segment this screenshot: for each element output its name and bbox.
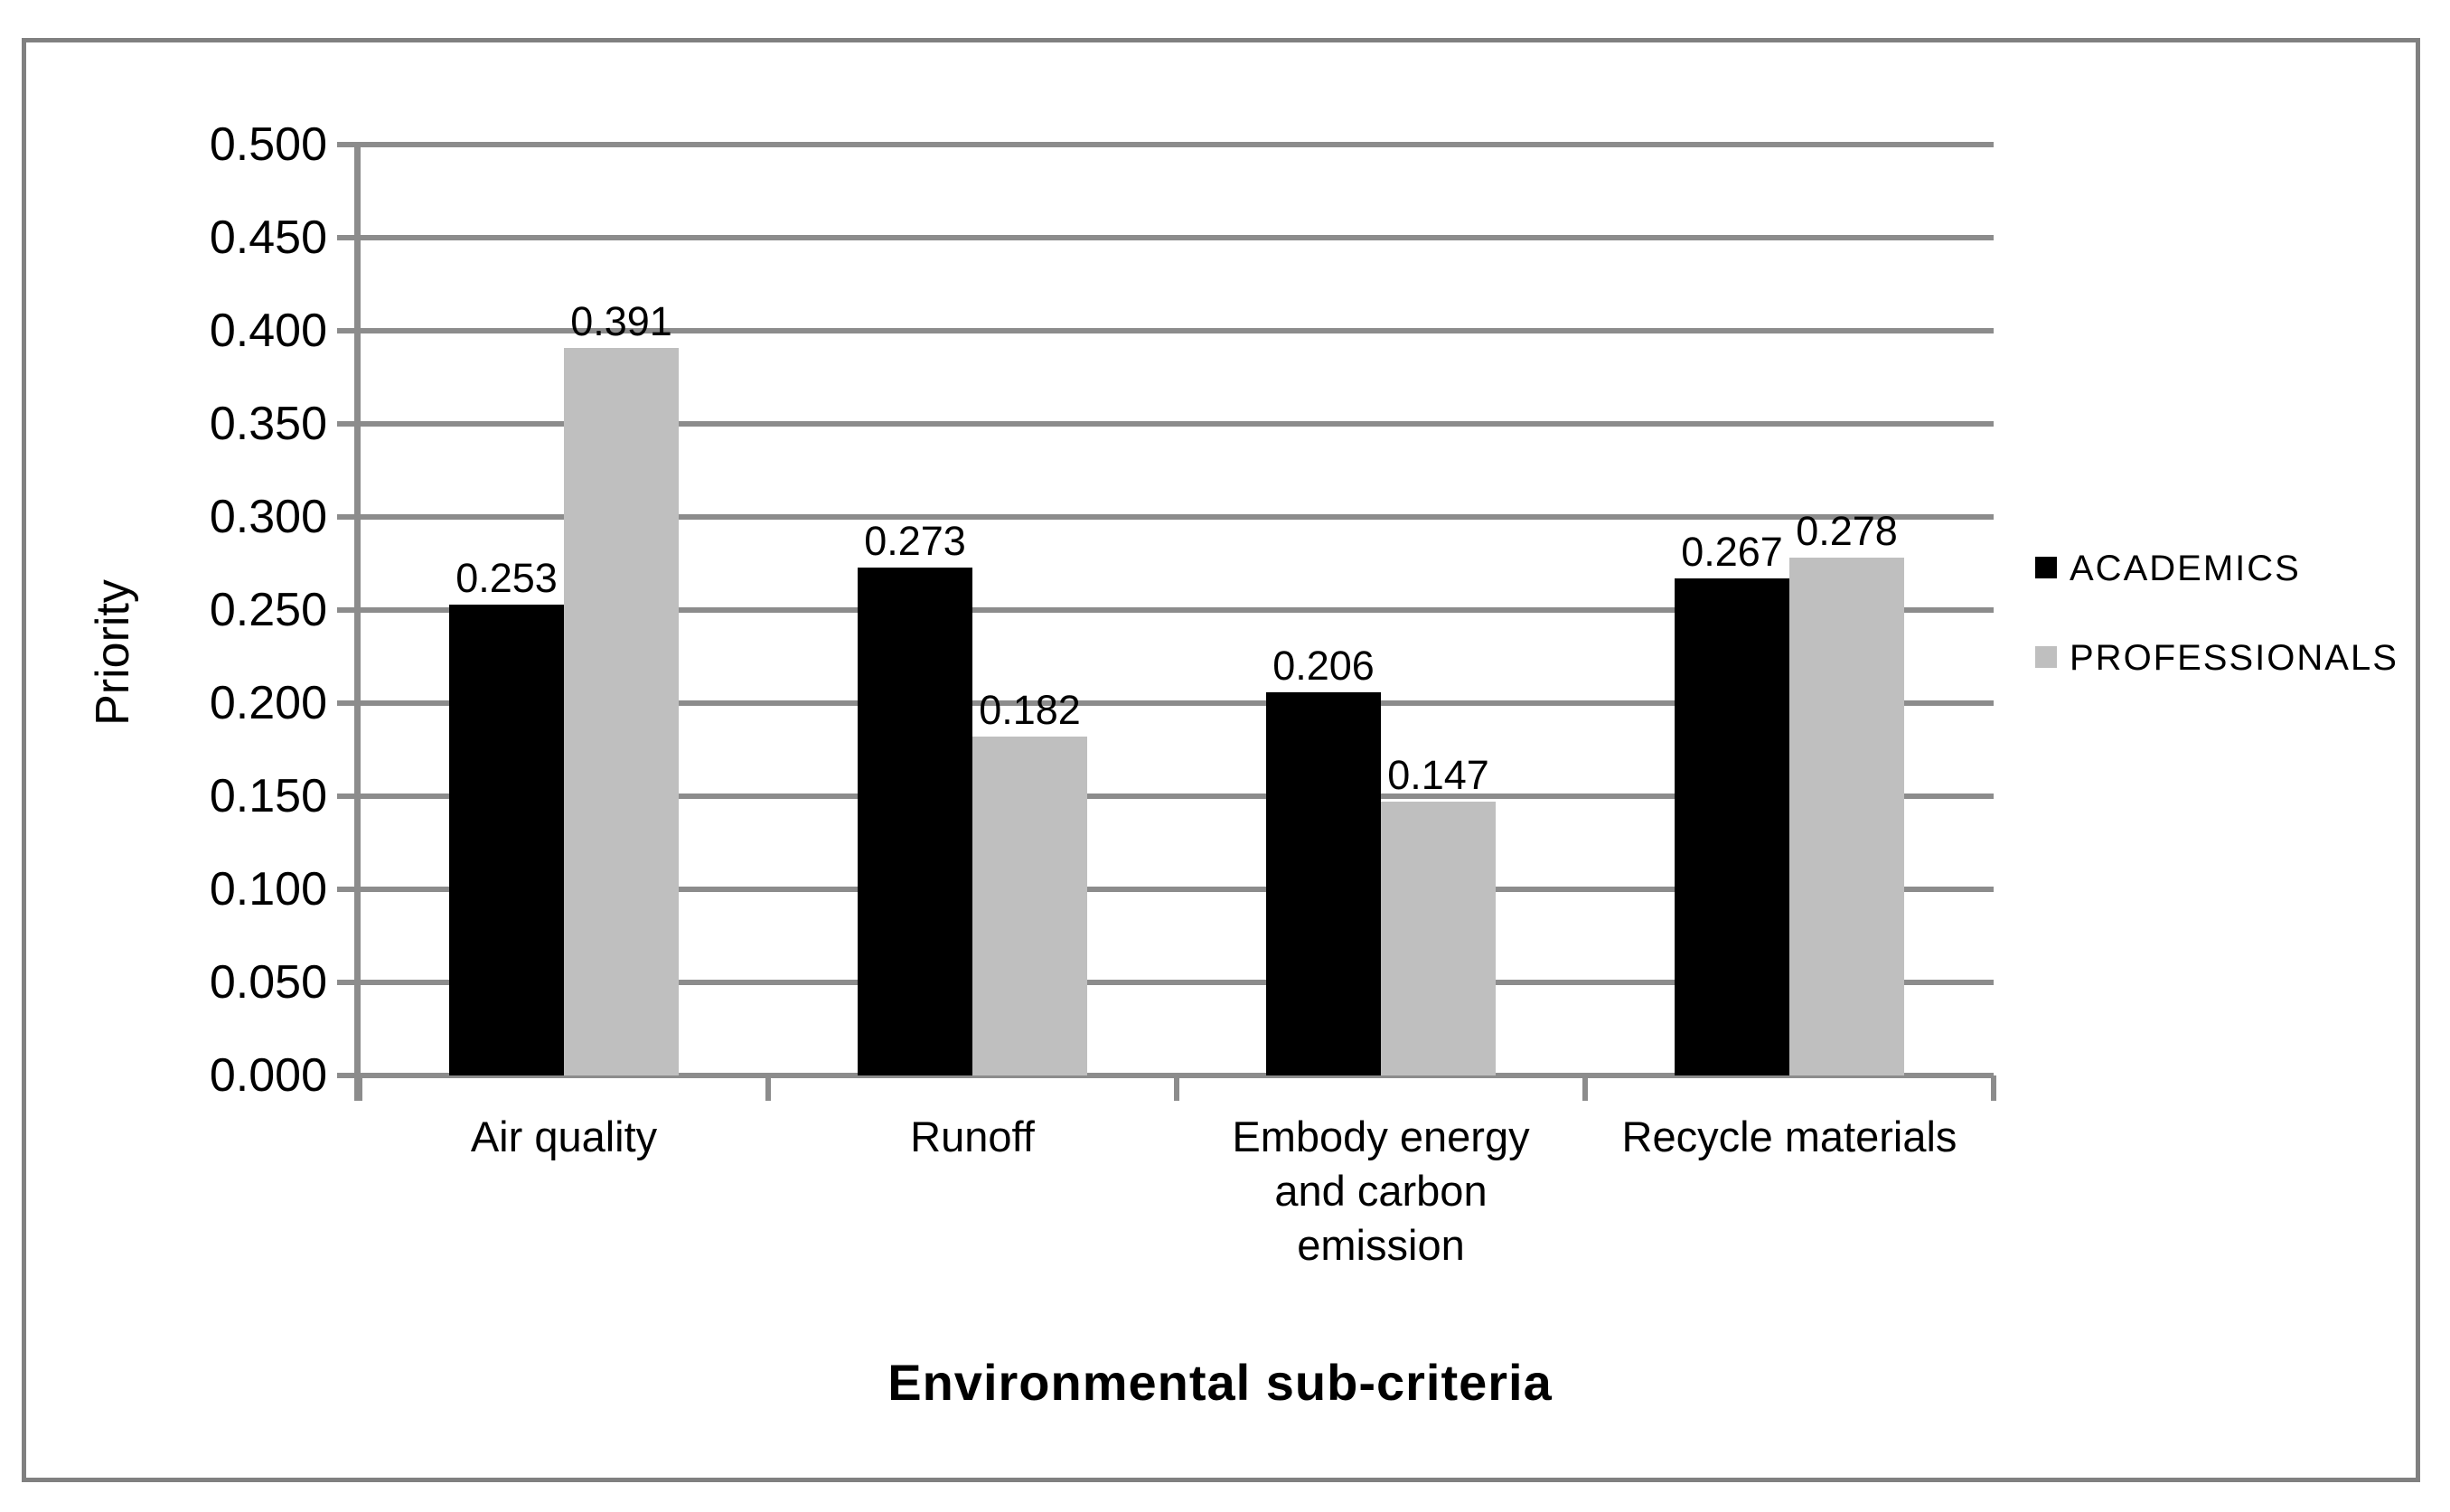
data-label-academics-runoff: 0.273 [864, 518, 966, 564]
gridline [354, 607, 1994, 613]
y-tick [337, 514, 357, 520]
category-label-runoff: Runoff [910, 1113, 1035, 1160]
legend-label-professionals: PROFESSIONALS [2070, 638, 2398, 678]
gridline [354, 421, 1994, 427]
y-axis-line [354, 142, 361, 1101]
data-label-professionals-embody-energy-and-carbon-emission: 0.147 [1387, 752, 1489, 798]
bar-academics-recycle-materials [1675, 578, 1789, 1075]
y-tick [337, 142, 357, 147]
y-axis-title: Priority [87, 579, 139, 726]
data-label-professionals-recycle-materials: 0.278 [1796, 508, 1898, 554]
y-tick-label: 0.000 [209, 1049, 327, 1102]
x-tick [1991, 1075, 1996, 1101]
x-tick [1582, 1075, 1588, 1101]
data-label-academics-air-quality: 0.253 [455, 555, 558, 601]
x-axis-title: Environmental sub-criteria [887, 1354, 1553, 1411]
y-tick-label: 0.450 [209, 211, 327, 264]
category-label-recycle-materials: Recycle materials [1621, 1113, 1957, 1160]
gridline [354, 794, 1994, 799]
y-tick [337, 235, 357, 240]
bar-academics-runoff [858, 568, 972, 1075]
y-tick-label: 0.400 [209, 305, 327, 357]
y-tick-label: 0.050 [209, 956, 327, 1009]
gridline [354, 328, 1994, 333]
gridline [354, 142, 1994, 147]
data-label-professionals-air-quality: 0.391 [570, 298, 672, 344]
y-tick [337, 328, 357, 333]
y-tick-label: 0.300 [209, 491, 327, 543]
gridline [354, 700, 1994, 706]
legend-swatch-academics [2035, 557, 2057, 578]
bar-academics-air-quality [449, 605, 564, 1075]
y-tick-label: 0.500 [209, 118, 327, 171]
y-tick [337, 980, 357, 985]
y-tick [337, 794, 357, 799]
y-tick [337, 887, 357, 892]
chart-border [22, 38, 2420, 1482]
y-tick-label: 0.100 [209, 863, 327, 916]
bar-professionals-recycle-materials [1789, 558, 1904, 1075]
category-label-air-quality: Air quality [470, 1113, 658, 1160]
data-label-academics-recycle-materials: 0.267 [1681, 529, 1783, 575]
category-label-embody-energy-and-carbon-emission: Embody energy and carbon emission [1232, 1113, 1530, 1269]
x-tick [765, 1075, 771, 1101]
y-tick [337, 421, 357, 427]
legend-swatch-professionals [2035, 646, 2057, 668]
y-tick [337, 700, 357, 706]
data-label-professionals-runoff: 0.182 [979, 687, 1081, 733]
bar-professionals-embody-energy-and-carbon-emission [1381, 802, 1496, 1075]
gridline [354, 980, 1994, 985]
data-label-academics-embody-energy-and-carbon-emission: 0.206 [1272, 643, 1375, 689]
y-tick [337, 607, 357, 613]
bar-academics-embody-energy-and-carbon-emission [1266, 692, 1381, 1075]
y-tick-label: 0.150 [209, 770, 327, 822]
gridline [354, 235, 1994, 240]
x-tick [1174, 1075, 1179, 1101]
legend-label-academics: ACADEMICS [2070, 549, 2301, 588]
y-tick-label: 0.200 [209, 677, 327, 729]
gridline [354, 887, 1994, 892]
x-tick [357, 1075, 362, 1101]
bar-professionals-air-quality [564, 348, 679, 1075]
y-tick-label: 0.250 [209, 584, 327, 636]
bar-professionals-runoff [972, 737, 1087, 1075]
y-tick [337, 1073, 357, 1078]
y-tick-label: 0.350 [209, 398, 327, 450]
gridline [354, 514, 1994, 520]
